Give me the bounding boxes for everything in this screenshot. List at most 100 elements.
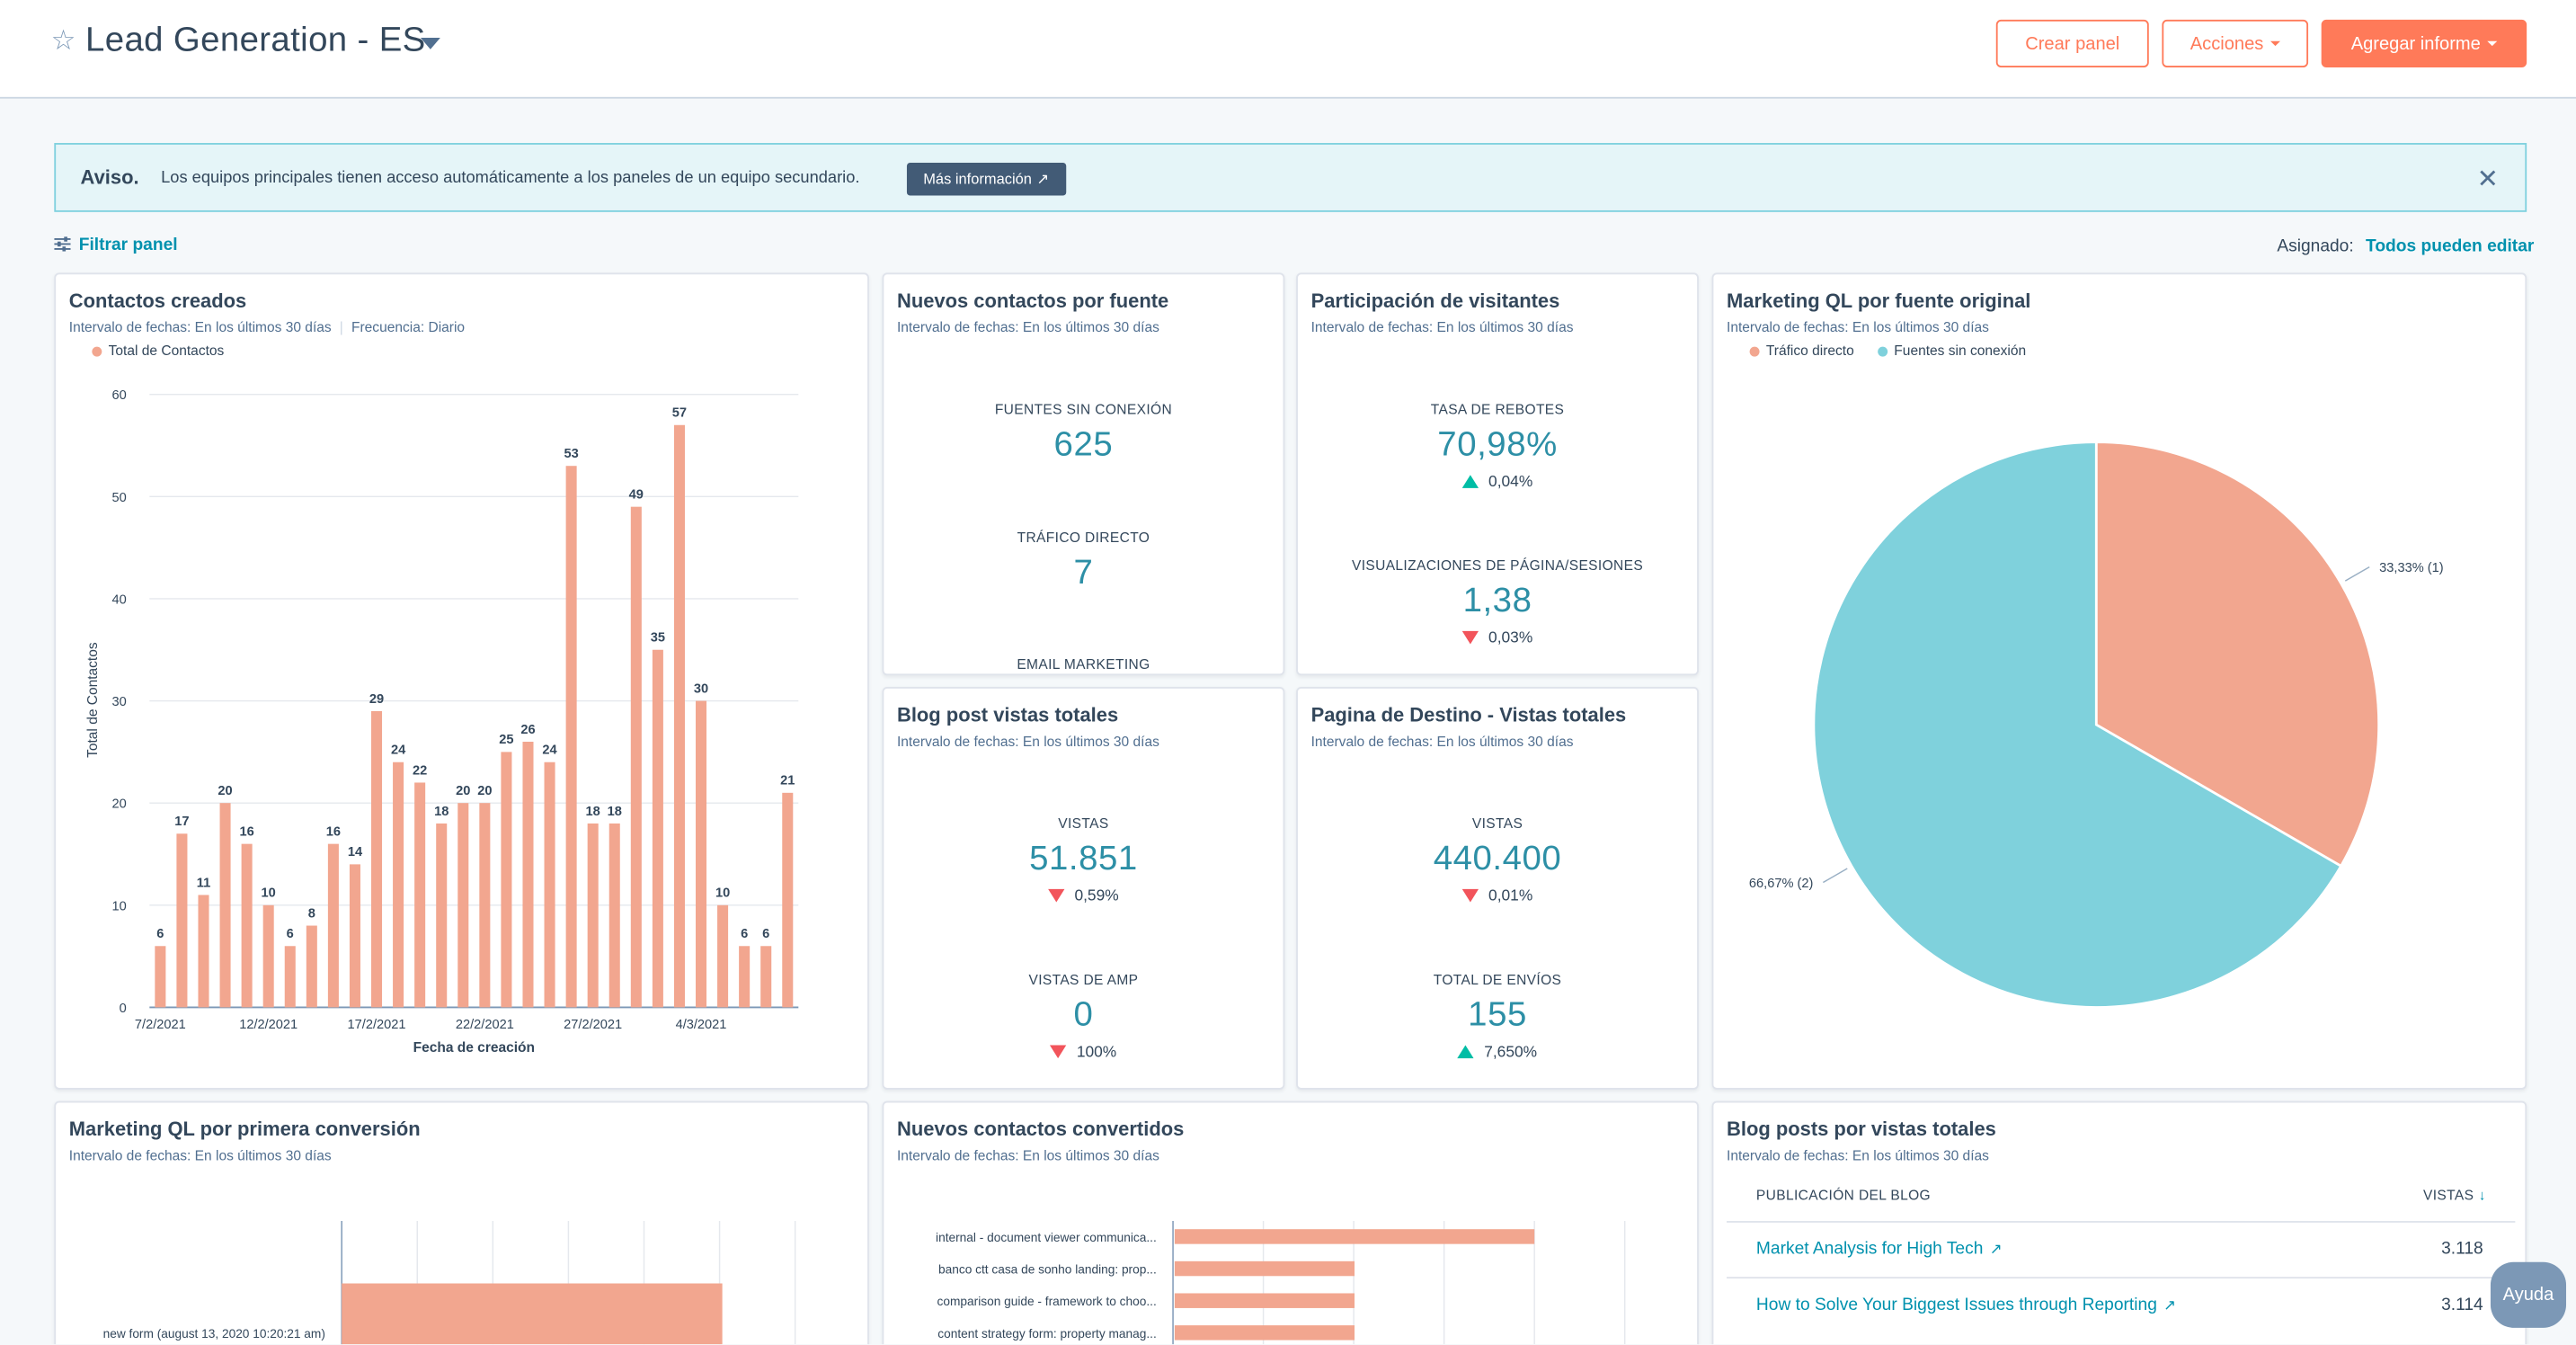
dashboard-switch-chevron-icon[interactable]: [420, 38, 440, 49]
bar-data-label: 6: [762, 927, 769, 941]
bar-data-label: 17: [174, 815, 189, 829]
bar[interactable]: [739, 946, 751, 1008]
kpi-label: TRÁFICO DIRECTO: [1017, 529, 1150, 546]
bar[interactable]: [436, 823, 448, 1008]
category-label: internal - document viewer communica...: [936, 1231, 1157, 1244]
favorite-star-icon[interactable]: ☆: [50, 24, 76, 57]
bar[interactable]: [306, 925, 317, 1008]
bar[interactable]: [673, 424, 685, 1008]
card-mql-by-source[interactable]: Marketing QL por fuente original Interva…: [1711, 272, 2527, 1090]
pie-label-leader: [2344, 566, 2370, 582]
card-mql-first-conversion[interactable]: Marketing QL por primera conversión Inte…: [54, 1100, 869, 1345]
card-new-contacts-by-source[interactable]: Nuevos contactos por fuente Intervalo de…: [882, 272, 1285, 676]
card-visitor-engagement[interactable]: Participación de visitantes Intervalo de…: [1296, 272, 1699, 676]
bar[interactable]: [1174, 1325, 1355, 1341]
trend-up-icon: [1457, 1045, 1475, 1059]
card-title: Marketing QL por fuente original: [1727, 289, 2031, 313]
legend-label: Total de Contactos: [108, 342, 225, 359]
chart-legend: Tráfico directo Fuentes sin conexión: [1749, 342, 2026, 359]
add-report-button[interactable]: Agregar informe: [2321, 19, 2527, 67]
card-subtitle: Intervalo de fechas: En los últimos 30 d…: [68, 318, 466, 335]
bar[interactable]: [393, 762, 404, 1008]
filter-dashboard-link[interactable]: Filtrar panel: [54, 235, 178, 254]
table-cell-views: 3.118: [2441, 1239, 2483, 1260]
pie-slice[interactable]: [1812, 441, 2343, 1009]
bar[interactable]: [652, 649, 663, 1008]
bar[interactable]: [457, 803, 469, 1008]
bar[interactable]: [1174, 1293, 1355, 1308]
column-header-post[interactable]: PUBLICACIÓN DEL BLOG: [1755, 1186, 1932, 1203]
dashboard-title[interactable]: Lead Generation - ES: [85, 21, 426, 59]
bar[interactable]: [782, 792, 794, 1008]
bar[interactable]: [717, 904, 729, 1008]
more-info-button[interactable]: Más información ↗: [906, 162, 1066, 196]
pie-slice[interactable]: [2094, 441, 2381, 868]
top-bar: ☆ Lead Generation - ES Crear panel Accio…: [0, 0, 2576, 99]
trend-down-icon: [1461, 630, 1479, 645]
assigned-value-link[interactable]: Todos pueden editar: [2366, 236, 2535, 257]
card-landing-page-views[interactable]: Pagina de Destino - Vistas totales Inter…: [1296, 687, 1699, 1090]
bar-data-label: 20: [218, 784, 232, 798]
actions-button[interactable]: Acciones: [2162, 19, 2309, 67]
card-title: Blog posts por vistas totales: [1727, 1117, 1996, 1141]
pie-data-label: 66,67% (2): [1749, 877, 1813, 891]
filter-sliders-icon: [54, 236, 71, 252]
bar-data-label: 21: [780, 774, 795, 788]
table-row-link[interactable]: How to Solve Your Biggest Issues through…: [1756, 1295, 2176, 1314]
legend-label: Tráfico directo: [1765, 342, 1854, 359]
bar[interactable]: [219, 803, 231, 1008]
bar-data-label: 25: [499, 733, 513, 747]
bar[interactable]: [1174, 1260, 1355, 1277]
bar[interactable]: [501, 752, 512, 1008]
bar[interactable]: [630, 506, 642, 1008]
category-label: content strategy form: property manag...: [937, 1327, 1156, 1341]
bar[interactable]: [327, 843, 339, 1008]
kpi-value: 0: [1073, 995, 1094, 1034]
card-blog-post-views[interactable]: Blog post vistas totales Intervalo de fe…: [882, 687, 1285, 1090]
bar[interactable]: [608, 823, 620, 1008]
bar[interactable]: [155, 946, 166, 1008]
card-blog-posts-table[interactable]: Blog posts por vistas totales Intervalo …: [1711, 1100, 2527, 1345]
bar-data-label: 30: [694, 681, 708, 696]
bar[interactable]: [241, 843, 253, 1008]
bar[interactable]: [760, 946, 772, 1008]
bar[interactable]: [1174, 1229, 1535, 1244]
card-contacts-created[interactable]: Contactos creados Intervalo de fechas: E…: [54, 272, 869, 1090]
bar-data-label: 57: [672, 406, 687, 421]
kpi-delta-value: 0,59%: [1074, 887, 1119, 906]
bar[interactable]: [342, 1283, 723, 1345]
frequency-text: Frecuencia: Diario: [351, 318, 466, 335]
bar[interactable]: [349, 864, 360, 1008]
table-row-link[interactable]: Market Analysis for High Tech ↗: [1756, 1239, 2003, 1259]
bar-data-label: 49: [629, 488, 644, 503]
card-subtitle: Intervalo de fechas: En los últimos 30 d…: [68, 1146, 332, 1164]
bar[interactable]: [544, 762, 555, 1008]
close-icon[interactable]: ✕: [2476, 165, 2500, 194]
bar[interactable]: [176, 833, 188, 1008]
kpi-delta: 0,01%: [1298, 887, 1697, 905]
bar-data-label: 53: [564, 447, 578, 461]
bar[interactable]: [565, 466, 577, 1008]
bar[interactable]: [479, 803, 491, 1008]
help-button[interactable]: Ayuda: [2490, 1261, 2567, 1328]
bar-data-label: 18: [608, 805, 622, 819]
create-dashboard-button[interactable]: Crear panel: [1995, 19, 2149, 67]
bar[interactable]: [262, 904, 274, 1008]
category-label: new form (august 13, 2020 10:20:21 am): [103, 1327, 325, 1341]
card-new-contacts-converted[interactable]: Nuevos contactos convertidos Intervalo d…: [882, 1100, 1699, 1345]
bar[interactable]: [284, 946, 296, 1008]
bar[interactable]: [522, 742, 534, 1008]
bar[interactable]: [414, 782, 426, 1008]
column-header-views[interactable]: VISTAS ↓: [2423, 1187, 2486, 1203]
chart-legend: Total de Contactos: [92, 342, 224, 358]
bar[interactable]: [587, 823, 599, 1008]
bar[interactable]: [371, 710, 383, 1008]
card-subtitle: Intervalo de fechas: En los últimos 30 d…: [1727, 1146, 1989, 1164]
trend-down-icon: [1050, 1045, 1067, 1059]
pie-data-label: 33,33% (1): [2379, 561, 2443, 575]
kpi-delta-value: 7,650%: [1484, 1043, 1538, 1062]
bar[interactable]: [695, 700, 707, 1008]
bar[interactable]: [198, 895, 209, 1008]
x-axis-title: Fecha de creación: [413, 1040, 535, 1056]
